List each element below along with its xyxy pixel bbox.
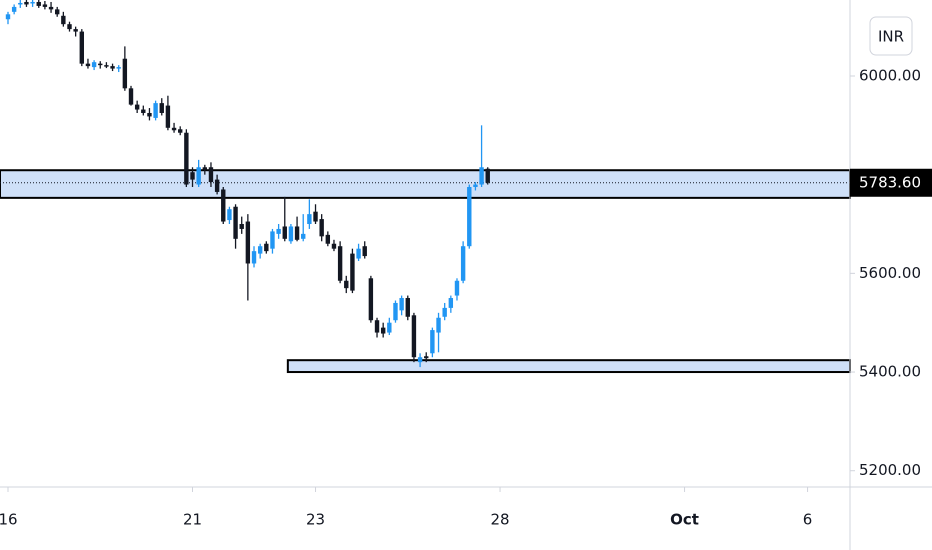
candle-body [264, 243, 269, 252]
price-label-box [850, 168, 932, 197]
candle-body [325, 234, 331, 244]
candle-body [344, 280, 349, 289]
candle-body [134, 104, 140, 110]
candle-body [73, 29, 78, 32]
candle-body [424, 356, 429, 359]
candle-body [214, 179, 220, 192]
candle-body [196, 167, 201, 185]
candle-body [190, 172, 195, 180]
candle-body [405, 298, 410, 317]
candle-body [61, 15, 66, 25]
x-tick-label: 23 [306, 511, 325, 529]
candle-body [448, 298, 454, 308]
candle-body [393, 302, 398, 321]
candle-body [417, 357, 423, 363]
candle-body [159, 103, 164, 113]
candle-body [202, 167, 208, 170]
candle-body [245, 221, 251, 264]
candle-body [436, 317, 441, 333]
candle-body [479, 167, 484, 185]
currency-label: INR [878, 28, 904, 46]
candle-body [11, 6, 17, 12]
candle-body [153, 103, 158, 118]
candle-body [319, 219, 324, 237]
candle-body [282, 226, 287, 239]
candle-body [473, 184, 478, 188]
candle-body [178, 129, 183, 133]
zone [0, 169, 851, 199]
candle-body [387, 322, 392, 333]
candle-body [221, 189, 226, 222]
price-label: 5783.60 [859, 173, 921, 191]
x-tick-label: 6 [803, 511, 813, 529]
x-tick-label: Oct [670, 511, 699, 529]
candle-body [276, 228, 281, 234]
zone [286, 359, 852, 374]
candle-body [399, 298, 404, 311]
candle-body [116, 67, 121, 69]
currency-box[interactable] [869, 16, 913, 56]
candle-body [54, 9, 60, 15]
candle-body [147, 112, 152, 117]
candle-body [98, 63, 103, 66]
candle-body [301, 233, 306, 239]
candle-body [485, 168, 490, 183]
candle-body [42, 4, 48, 7]
candle-body [356, 248, 361, 259]
candle-body [79, 31, 85, 64]
y-tick-label: 6000.00 [859, 66, 921, 84]
x-tick-label: 21 [183, 511, 202, 529]
candle-body [442, 307, 447, 317]
y-tick-label: 5400.00 [859, 363, 921, 381]
candle-body [104, 65, 109, 67]
candle-body [128, 88, 134, 105]
y-tick-label: 5200.00 [859, 461, 921, 479]
candle-body [288, 226, 294, 242]
candle-body [368, 278, 374, 321]
y-tick-label: 5600.00 [859, 264, 921, 282]
candle-body [362, 246, 367, 257]
candle-body [350, 253, 355, 291]
x-tick-label: 28 [490, 511, 509, 529]
candle-body [411, 315, 417, 358]
candle-body [110, 66, 115, 69]
candle-body [294, 226, 300, 240]
candle-body [307, 214, 312, 225]
candle-body [380, 327, 386, 334]
candle-body [85, 63, 91, 67]
candle-body [374, 320, 380, 333]
candle-body [165, 105, 171, 128]
candle-body [460, 246, 466, 281]
candle-body [30, 1, 35, 4]
candle-body [270, 231, 275, 249]
candle-body [331, 243, 337, 249]
candle-body [24, 1, 29, 5]
plot-area [0, 0, 852, 374]
candle-body [313, 211, 318, 222]
candle-body [141, 109, 146, 113]
candle-body [122, 58, 128, 89]
candle-body [208, 167, 214, 183]
candle-body [239, 224, 244, 229]
candle-body [467, 187, 472, 247]
candle-body [233, 206, 238, 239]
candle-body [171, 127, 177, 131]
candle-body [184, 132, 189, 185]
x-tick-label: 16 [0, 511, 18, 529]
candle-body [454, 280, 460, 296]
candle-body [18, 2, 23, 5]
candle-body [227, 209, 232, 221]
candle-body [337, 246, 343, 281]
candle-body [5, 14, 11, 20]
candle-body [91, 62, 97, 68]
candle-body [257, 246, 263, 254]
candle-body [67, 24, 72, 30]
candle-body [36, 1, 41, 6]
candle-body [430, 330, 435, 354]
candle-body [251, 251, 257, 264]
candle-body [48, 6, 54, 10]
